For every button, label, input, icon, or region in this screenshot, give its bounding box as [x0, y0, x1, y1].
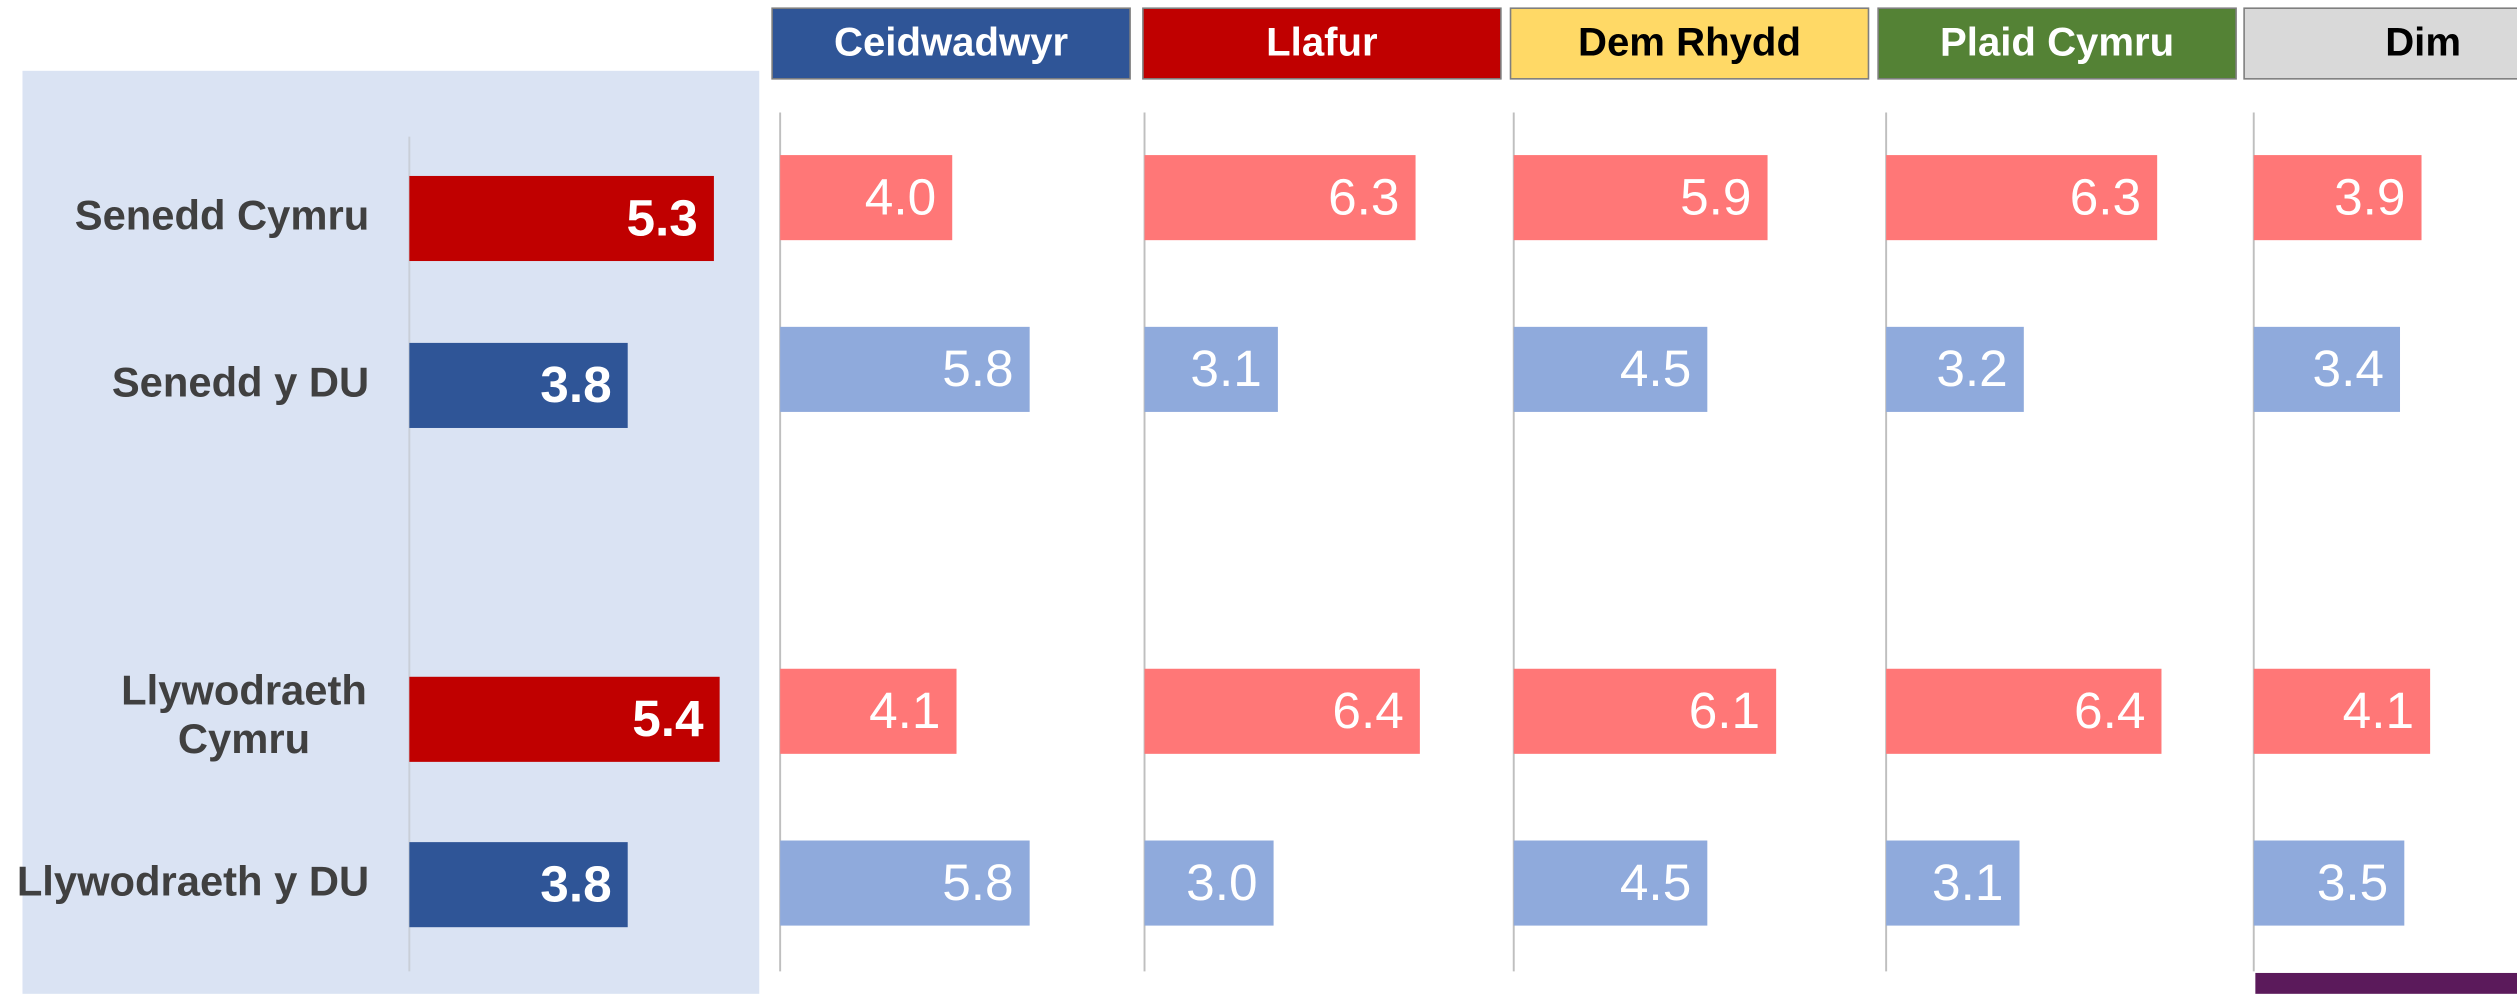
- value-label: 6.3: [2070, 168, 2141, 225]
- bar: [780, 326, 1030, 412]
- value-label: 3.9: [2334, 168, 2405, 225]
- bar: [780, 668, 957, 754]
- bar: [409, 842, 628, 928]
- header-title: Ceidwadwyr: [834, 20, 1068, 65]
- bar: [780, 155, 953, 241]
- bar: [1144, 326, 1278, 412]
- bar: [1513, 668, 1777, 754]
- value-label: 6.3: [1328, 168, 1399, 225]
- value-label: 3.1: [1190, 340, 1261, 397]
- category-label: Senedd Cymru: [75, 192, 369, 239]
- bar: [409, 342, 628, 428]
- value-label: 4.1: [2343, 682, 2414, 739]
- bar: [2253, 155, 2422, 241]
- category-label: Llywodraeth Cymru: [121, 667, 367, 762]
- header-title: Dem Rhydd: [1578, 20, 1801, 65]
- bar: [409, 175, 714, 262]
- header-title: Llafur: [1266, 20, 1377, 65]
- value-label: 4.0: [865, 168, 936, 225]
- bar: [1513, 326, 1708, 412]
- bar: [1144, 155, 1416, 241]
- logo-fragment: [2255, 972, 2517, 994]
- header-box: [1877, 7, 2237, 80]
- header-box: [2243, 7, 2517, 80]
- value-label: 3.5: [2317, 854, 2388, 911]
- value-label: 3.4: [2313, 340, 2384, 397]
- bar: [2253, 326, 2401, 412]
- value-label: 5.3: [626, 189, 697, 246]
- value-label: 3.0: [1186, 854, 1257, 911]
- value-label: 3.2: [1936, 340, 2007, 397]
- header-box: [771, 7, 1131, 80]
- bar: [1513, 840, 1708, 926]
- bar: [409, 676, 720, 762]
- header-box: [1142, 7, 1502, 80]
- category-label-line: Cymru: [178, 715, 310, 762]
- bar: [1144, 840, 1274, 926]
- bar: [1144, 668, 1420, 754]
- category-label: Senedd y DU: [112, 358, 369, 405]
- value-label: 4.5: [1620, 854, 1691, 911]
- bar: [780, 840, 1030, 926]
- value-label: 3.8: [540, 855, 611, 912]
- bar: [1513, 155, 1768, 241]
- value-label: 5.4: [632, 690, 704, 747]
- header-title: Plaid Cymru: [1940, 20, 2174, 65]
- value-label: 3.1: [1932, 854, 2003, 911]
- bar: [1886, 668, 2162, 754]
- value-label: 6.1: [1689, 682, 1760, 739]
- header-title: Dim: [2385, 20, 2461, 65]
- bar: [1886, 326, 2024, 412]
- value-label: 5.9: [1680, 168, 1751, 225]
- value-label: 5.8: [942, 854, 1013, 911]
- category-label: Llywodraeth y DU: [17, 858, 369, 905]
- value-label: 3.8: [540, 356, 611, 413]
- value-label: 4.1: [869, 682, 940, 739]
- bar: [2253, 668, 2431, 754]
- header-box: [1509, 7, 1870, 80]
- value-label: 6.4: [1332, 682, 1403, 739]
- value-label: 5.8: [942, 340, 1013, 397]
- bar: [1886, 840, 2020, 926]
- value-label: 4.5: [1620, 340, 1691, 397]
- value-label: 6.4: [2074, 682, 2145, 739]
- bar: [2253, 840, 2405, 926]
- category-label-line: Llywodraeth: [121, 667, 367, 714]
- bar: [1886, 155, 2158, 241]
